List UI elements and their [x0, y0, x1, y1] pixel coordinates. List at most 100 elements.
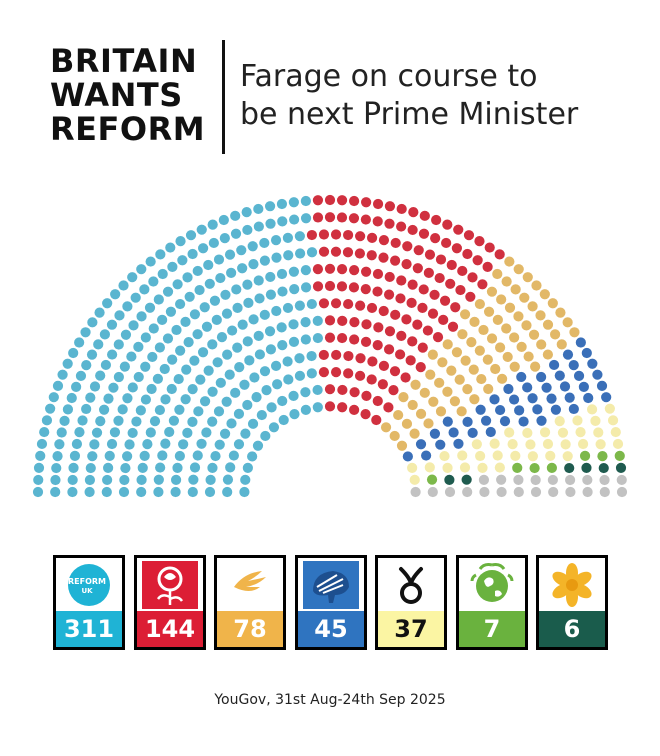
seat-dot [103, 393, 114, 404]
seat-dot [448, 427, 459, 438]
seat-dot [421, 450, 432, 461]
seat-dot [415, 408, 427, 419]
seat-dot [523, 351, 534, 362]
seat-dot [196, 224, 207, 235]
seat-dot [276, 322, 287, 333]
seat-dot [507, 439, 518, 450]
seat-dot [496, 294, 507, 305]
seat-dot [568, 403, 579, 415]
seat-dot [331, 349, 342, 361]
seat-dot [216, 332, 228, 343]
seat-dot [467, 272, 478, 283]
seat-dot [616, 474, 627, 486]
seat-dot [528, 329, 540, 340]
seat-dot [240, 428, 251, 439]
seat-dot [393, 409, 404, 421]
seat-dot [373, 322, 384, 333]
seat-dot [300, 387, 311, 398]
seat-dot [360, 284, 371, 295]
svg-text:REFORM: REFORM [68, 577, 106, 586]
seat-dot [587, 358, 598, 369]
seat-dot [148, 323, 159, 334]
seat-dot [136, 474, 147, 485]
seat-dot [32, 486, 44, 498]
seat-dot [127, 427, 138, 439]
seat-dot [119, 474, 130, 486]
seat-dot [153, 294, 164, 305]
seat-dot [462, 486, 473, 498]
seat-dot [324, 384, 336, 395]
seat-dot [237, 319, 248, 330]
seat-dot [384, 271, 395, 283]
seat-dot [439, 450, 450, 462]
seat-dot [103, 462, 114, 473]
seat-dot [124, 439, 135, 450]
seat-dot [170, 486, 181, 498]
seat-dot [459, 309, 471, 320]
seat-dot [188, 474, 199, 485]
seat-dot [45, 403, 56, 414]
seat-dot [166, 383, 177, 395]
seat-dot [324, 332, 336, 343]
seat-dot [265, 271, 276, 283]
seat-dot [494, 462, 505, 473]
headline-line-2: be next Prime Minister [240, 97, 579, 132]
seat-dot [527, 301, 538, 312]
seat-dot [455, 284, 466, 296]
seat-dot [479, 486, 490, 498]
snp-tile: 37 [375, 555, 447, 650]
seat-dot [423, 418, 434, 429]
seat-dot [475, 404, 486, 415]
libdem-logo [217, 558, 283, 611]
seat-dot [288, 266, 299, 277]
seat-dot [564, 462, 575, 474]
seat-dot [36, 438, 48, 450]
seat-dot [228, 450, 239, 461]
seat-dot [474, 345, 485, 356]
seat-dot [465, 291, 476, 302]
seat-dot [510, 450, 521, 462]
seat-dot [406, 297, 417, 308]
seat-dot [409, 428, 420, 439]
seat-dot [277, 286, 288, 297]
seat-dot [35, 450, 46, 461]
seat-dot [469, 394, 480, 405]
seat-dot [182, 272, 193, 283]
seat-dot [478, 474, 490, 485]
seat-dot [318, 367, 330, 378]
seat-dot [136, 311, 147, 322]
seat-dot [89, 439, 100, 450]
seat-dot [586, 404, 598, 415]
seat-dot [204, 486, 216, 498]
seat-dot [480, 415, 492, 426]
seat-dot [324, 315, 336, 326]
seat-dot [518, 416, 529, 427]
seat-dot [424, 249, 436, 260]
seat-dot [164, 426, 175, 438]
conservative-logo [298, 558, 364, 611]
seat-dot [462, 248, 473, 260]
seat-dot [81, 403, 92, 415]
seat-dot [360, 336, 372, 347]
seat-dot [471, 439, 482, 450]
seat-dot [442, 219, 453, 230]
seat-dot [337, 315, 348, 326]
seat-dot [175, 236, 186, 247]
seat-dot [542, 319, 554, 330]
labour-logo [137, 558, 203, 611]
seat-dot [330, 367, 342, 378]
seat-dot [474, 298, 485, 310]
seat-dot [155, 462, 166, 473]
party-legend: REFORM UK 311 144 78 [0, 555, 660, 660]
seat-dot [220, 289, 231, 300]
seat-dot [242, 399, 253, 411]
seat-dot [366, 374, 377, 385]
seat-dot [102, 474, 113, 486]
seat-dot [459, 462, 471, 473]
seat-dot [532, 404, 543, 415]
green-logo [459, 558, 525, 611]
seat-dot [568, 360, 579, 371]
seat-dot [240, 474, 251, 485]
seat-dot [260, 430, 271, 442]
seat-dot [582, 486, 593, 498]
